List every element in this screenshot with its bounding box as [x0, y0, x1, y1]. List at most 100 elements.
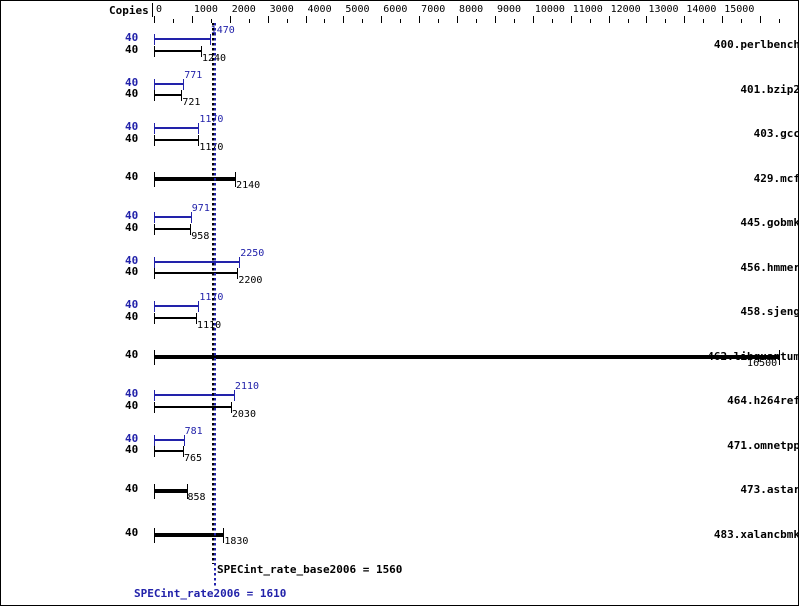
bar-end-cap: [183, 78, 185, 90]
x-axis-minor-tick: [248, 19, 250, 23]
bar-end-cap: [779, 350, 781, 366]
x-axis-tick-label: 8000: [459, 4, 484, 15]
bar-end-cap: [239, 256, 241, 268]
x-axis-labels: 0 1000 2000 3000 4000 5000 6000 7000 8000 9000 100…: [1, 4, 798, 16]
x-axis-tick-label: 10000: [534, 4, 565, 15]
bar-base: [154, 405, 231, 408]
bar-base: [154, 177, 236, 182]
copies-value: 40: [125, 481, 139, 495]
bar-start-cap: [154, 434, 155, 446]
copies-value: 40: [125, 298, 139, 312]
x-axis-tick-label: 9000: [496, 4, 522, 15]
plot-area: 400.perlbench147040124040401.bzip2771407…: [1, 23, 799, 558]
bar-value-label: 1170: [199, 142, 223, 153]
copies-value: 40: [125, 387, 139, 401]
copies-value: 40: [125, 220, 139, 234]
bar-start-cap: [154, 446, 155, 458]
bar-peak: [154, 38, 210, 41]
copies-value: 40: [125, 87, 139, 101]
bar-base: [154, 227, 191, 230]
x-axis-major-tick: [343, 16, 345, 23]
benchmark-name-label: 473.astar: [740, 483, 799, 497]
benchmark-name-label: 483.xalancbmk: [713, 527, 799, 541]
bar-start-cap: [154, 34, 155, 46]
peak-mean-legend: SPECint_rate2006 = 1610: [134, 587, 287, 600]
copies-value: 40: [125, 209, 139, 223]
bar-base: [154, 488, 187, 493]
bar-base: [154, 450, 183, 453]
bar-base: [154, 355, 780, 360]
x-axis-major-tick: [494, 16, 496, 23]
x-axis-major-tick: [760, 16, 762, 23]
bar-peak: [154, 438, 184, 441]
bar-start-cap: [154, 401, 155, 413]
benchmark-name-label: 456.hmmer: [740, 260, 799, 274]
x-axis-major-tick: [267, 16, 269, 23]
bar-end-cap: [190, 212, 192, 224]
copies-value: 40: [125, 398, 139, 412]
x-axis-tick-label: 14000: [686, 4, 717, 15]
x-axis-tick-label: 11000: [572, 4, 603, 15]
x-axis-major-tick: [191, 16, 193, 23]
x-axis-tick-label: 12000: [610, 4, 641, 15]
x-axis-minor-tick: [438, 19, 440, 23]
bar-value-label: 1830: [224, 536, 249, 548]
x-axis-minor-tick: [627, 19, 629, 23]
x-axis-major-tick: [570, 16, 572, 23]
x-axis-major-tick: [154, 16, 155, 23]
copies-value: 40: [125, 120, 139, 134]
copies-value: 40: [125, 31, 139, 45]
bar-start-cap: [154, 256, 155, 268]
x-axis-minor-tick: [172, 19, 174, 23]
bar-start-cap: [154, 78, 155, 90]
bar-value-label: 958: [191, 230, 210, 242]
benchmark-name-label: 429.mcf: [753, 171, 799, 185]
bar-start-cap: [154, 172, 155, 188]
copies-value: 40: [125, 526, 139, 540]
x-axis-major-tick: [646, 16, 648, 23]
copies-value: 40: [125, 253, 139, 267]
benchmark-name-label: 445.gobmk: [740, 216, 799, 230]
bar-start-cap: [154, 90, 155, 102]
copies-column-divider: [152, 3, 153, 17]
bar-end-cap: [196, 312, 198, 324]
x-axis-minor-tick: [324, 19, 326, 23]
x-axis-minor-tick: [589, 19, 591, 23]
bar-base: [154, 94, 182, 97]
bar-end-cap: [198, 123, 200, 135]
bar-start-cap: [154, 223, 155, 235]
x-axis-major-tick: [684, 16, 686, 23]
bar-value-label: 771: [184, 69, 203, 81]
x-axis-tick-label: 15000: [724, 4, 755, 15]
bar-peak: [154, 394, 234, 397]
x-axis-major-tick: [532, 16, 534, 23]
bar-end-cap: [183, 434, 185, 446]
x-axis-major-tick: [381, 16, 383, 23]
bar-start-cap: [154, 390, 155, 402]
bar-end-cap: [190, 223, 192, 235]
copies-column-header: Copies: [109, 4, 149, 17]
bar-start-cap: [154, 483, 155, 499]
bar-end-cap: [233, 390, 235, 402]
bar-peak: [154, 127, 199, 130]
bar-start-cap: [154, 301, 155, 313]
x-axis-tick-label: 3000: [269, 4, 294, 15]
copies-value: 40: [125, 265, 139, 279]
bar-value-label: 721: [182, 97, 201, 109]
base-mean-legend: SPECint_rate_base2006 = 1560: [217, 563, 403, 576]
x-axis-major-tick: [457, 16, 459, 23]
x-axis-minor-tick: [210, 19, 212, 23]
copies-value: 40: [125, 42, 139, 56]
bar-base: [154, 272, 238, 275]
bar-peak: [154, 260, 240, 263]
bar-value-label: 2110: [234, 381, 260, 393]
copies-value: 40: [125, 75, 139, 89]
bar-start-cap: [154, 212, 155, 224]
x-axis-tick-label: 1000: [193, 4, 218, 15]
x-axis-tick-label: 7000: [421, 4, 446, 15]
bar-value-label: 858: [187, 491, 206, 503]
x-axis-minor-tick: [362, 19, 364, 23]
x-axis-minor-tick: [665, 19, 667, 23]
bar-base: [154, 316, 197, 319]
bar-end-cap: [186, 483, 188, 499]
